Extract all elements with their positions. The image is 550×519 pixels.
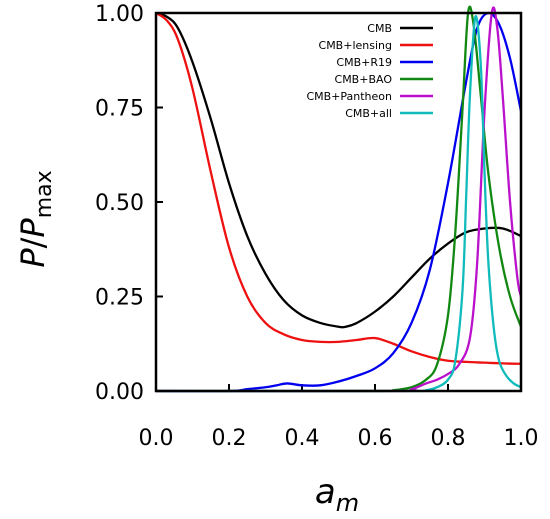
legend-label-cmb-bao: CMB+BAO: [335, 73, 393, 86]
x-axis-label-sub: m: [336, 489, 359, 517]
plot-frame: [154, 11, 523, 393]
x-tick-label: 0.2: [212, 426, 247, 451]
x-tick-label: 1.0: [504, 426, 539, 451]
x-axis-label: am: [315, 472, 359, 517]
series-line-cmb-pantheon: [155, 6, 523, 393]
series-line-cmb-r19: [155, 11, 523, 393]
y-tick-label: 1.00: [95, 2, 144, 27]
x-tick-label: 0.4: [285, 426, 320, 451]
y-tick-labels: 0.00 0.25 0.50 0.75 1.00: [95, 2, 144, 405]
y-axis-label: P/Pmax: [14, 170, 57, 267]
x-axis-label-main: a: [315, 472, 336, 512]
x-tick-label: 0.6: [358, 426, 393, 451]
y-tick-label: 0.50: [95, 191, 144, 216]
y-axis-label-slash: /: [14, 237, 52, 248]
legend-label-cmb-pantheon: CMB+Pantheon: [306, 90, 392, 103]
y-axis-label-den: P: [14, 218, 52, 238]
x-tick-labels: 0.0 0.2 0.4 0.6 0.8 1.0: [139, 426, 539, 451]
legend-label-cmb: CMB: [367, 22, 392, 35]
y-tick-label: 0.00: [95, 380, 144, 405]
y-tick-label: 0.25: [95, 286, 144, 311]
legend-label-cmb-all: CMB+all: [345, 107, 392, 120]
legend-label-cmb-r19: CMB+R19: [336, 56, 392, 69]
x-tick-label: 0.8: [431, 426, 466, 451]
legend-label-cmb-lensing: CMB+lensing: [319, 39, 392, 52]
y-tick-label: 0.75: [95, 97, 144, 122]
x-tick-label: 0.0: [139, 426, 174, 451]
y-axis-label-main: P: [14, 248, 52, 268]
y-axis-label-sub: max: [32, 170, 57, 218]
legend: CMB CMB+lensing CMB+R19 CMB+BAO CMB+Pantheon…: [306, 22, 433, 120]
series-line-cmb: [155, 11, 522, 329]
